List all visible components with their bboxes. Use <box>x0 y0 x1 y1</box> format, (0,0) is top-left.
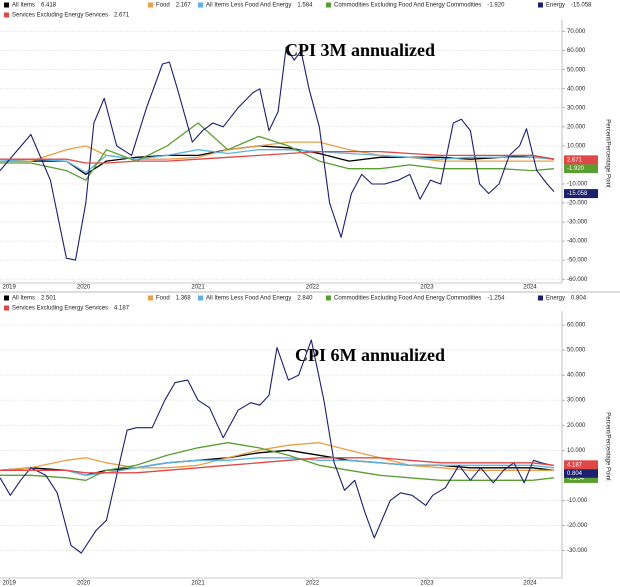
y-tick-label: 10.000 <box>567 143 586 149</box>
y-tick-label: -20.000 <box>567 201 588 207</box>
value-flag-label: -15.058 <box>567 191 588 197</box>
series-line <box>0 339 552 554</box>
legend-label: All Items Less Food And Energy <box>206 3 291 9</box>
legend-value: 2.671 <box>114 13 130 19</box>
legend-value: -1.254 <box>487 296 505 302</box>
y-tick-label: -30.000 <box>567 548 588 554</box>
legend-swatch <box>148 2 153 8</box>
series-line <box>0 150 555 164</box>
y-tick-label: -50.000 <box>567 258 588 264</box>
value-flag <box>564 460 598 470</box>
legend-value: 2.167 <box>176 3 192 9</box>
legend-swatch <box>198 2 203 8</box>
series-line <box>0 457 555 474</box>
y-axis-label: Percent/Percentage Point <box>604 412 610 481</box>
y-tick-label: -40.000 <box>567 239 588 245</box>
y-tick-label: 10.000 <box>567 448 586 454</box>
legend-value: 4.187 <box>114 306 130 312</box>
legend-label: All Items <box>12 296 35 302</box>
value-flag <box>564 189 598 199</box>
legend-value: -15.058 <box>571 3 592 9</box>
value-flag-label: 0.804 <box>567 471 583 477</box>
x-tick-label: 2023 <box>420 581 434 587</box>
series-line <box>0 442 554 471</box>
legend-label: Commodities Excluding Food And Energy Co… <box>334 3 481 9</box>
y-tick-label: -30.000 <box>567 220 588 226</box>
series-line <box>0 457 555 476</box>
legend-swatch <box>4 2 9 8</box>
y-tick-label: 40.000 <box>567 373 586 379</box>
legend-label: All Items <box>12 3 35 9</box>
series-line <box>0 442 555 481</box>
legend-swatch <box>4 295 9 301</box>
value-flag <box>564 164 598 174</box>
legend-value: 0.804 <box>571 296 587 302</box>
value-flag-label: 2.671 <box>567 157 583 163</box>
x-tick-label: 2019 <box>2 581 16 587</box>
value-flag <box>564 155 598 165</box>
series-line <box>0 122 555 181</box>
y-tick-label: 20.000 <box>567 423 586 429</box>
value-flag <box>564 468 598 478</box>
chart-title: CPI 3M annualized <box>285 40 435 60</box>
legend-label: Energy <box>546 3 565 9</box>
value-flag-label: 4.187 <box>567 462 583 468</box>
x-tick-label: 2023 <box>420 285 434 291</box>
x-tick-label: 2021 <box>191 581 205 587</box>
x-tick-label: 2022 <box>306 285 320 291</box>
x-tick-label: 2020 <box>77 285 91 291</box>
chart-title: CPI 6M annualized <box>295 345 445 365</box>
y-tick-label: 50.000 <box>567 348 586 354</box>
y-tick-label: 40.000 <box>567 86 586 92</box>
y-tick-label: -10.000 <box>567 498 588 504</box>
legend-value: -1.920 <box>487 3 505 9</box>
panel: 70.000 60.000 50.000 40.000 30.000 20.000 10.0… <box>0 2 610 291</box>
legend-swatch <box>538 295 543 301</box>
x-tick-label: 2024 <box>523 285 537 291</box>
x-tick-label: 2024 <box>523 581 537 587</box>
legend-value: 2.501 <box>41 296 57 302</box>
y-tick-label: -60.000 <box>567 277 588 283</box>
value-flag-label: -1.254 <box>567 476 585 482</box>
x-tick-label: 2021 <box>191 285 205 291</box>
panel: 60.000 50.000 40.000 30.000 20.000 10.000 -10.… <box>0 295 610 587</box>
legend-value: 2.840 <box>297 296 313 302</box>
x-tick-label: 2022 <box>306 581 320 587</box>
legend-value: 1.584 <box>297 3 313 9</box>
legend-label: Food <box>156 296 170 302</box>
y-tick-label: 70.000 <box>567 29 586 35</box>
legend-label: Energy <box>546 296 565 302</box>
legend-swatch <box>148 295 153 301</box>
legend-label: All Items Less Food And Energy <box>206 296 291 302</box>
legend-label: Food <box>156 3 170 9</box>
legend-swatch <box>326 2 331 8</box>
y-tick-label: 30.000 <box>567 398 586 404</box>
y-tick-label: 60.000 <box>567 323 586 329</box>
legend-swatch <box>326 295 331 301</box>
y-tick-label: 20.000 <box>567 124 586 130</box>
value-flag <box>564 473 598 483</box>
y-axis-label: Percent/Percentage Point <box>604 119 610 188</box>
y-tick-label: -20.000 <box>567 523 588 529</box>
legend-swatch <box>4 305 9 311</box>
legend-value: 6.418 <box>41 3 57 9</box>
legend-label: Services Excluding Energy Services <box>12 306 108 312</box>
legend-value: 1.368 <box>176 296 192 302</box>
legend-swatch <box>198 295 203 301</box>
legend-swatch <box>538 2 543 8</box>
y-tick-label: 30.000 <box>567 105 586 111</box>
x-tick-label: 2020 <box>77 581 91 587</box>
y-tick-label: -10.000 <box>567 182 588 188</box>
legend-label: Commodities Excluding Food And Energy Co… <box>334 296 481 302</box>
y-tick-label: 50.000 <box>567 67 586 73</box>
series-line <box>0 141 554 162</box>
series-line <box>0 46 555 261</box>
legend-swatch <box>4 12 9 18</box>
value-flag-label: -1.920 <box>567 166 585 172</box>
legend-label: Services Excluding Energy Services <box>12 13 108 19</box>
x-tick-label: 2019 <box>2 285 16 291</box>
y-tick-label: 60.000 <box>567 48 586 54</box>
